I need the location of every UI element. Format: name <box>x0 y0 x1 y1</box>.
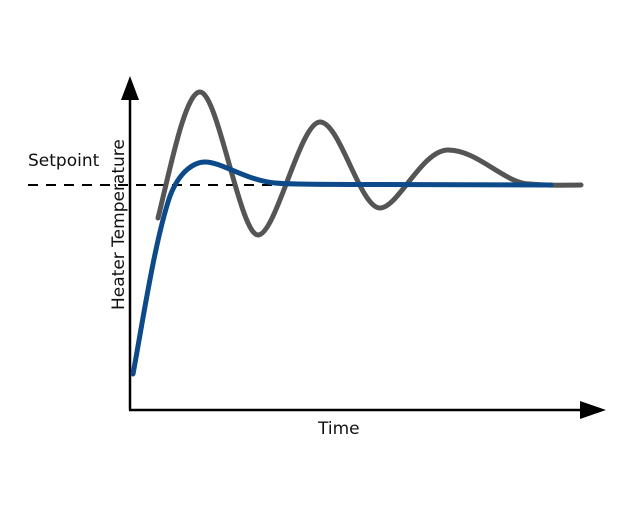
x-axis-label: Time <box>318 419 360 439</box>
y-axis-label: Heater Temperature <box>109 139 129 310</box>
damped-response-curve <box>130 159 554 377</box>
setpoint-label: Setpoint <box>28 151 100 171</box>
oscillating-response-curve <box>155 89 584 238</box>
y-axis-arrow-icon <box>121 76 139 100</box>
x-axis-arrow-icon <box>580 401 606 419</box>
